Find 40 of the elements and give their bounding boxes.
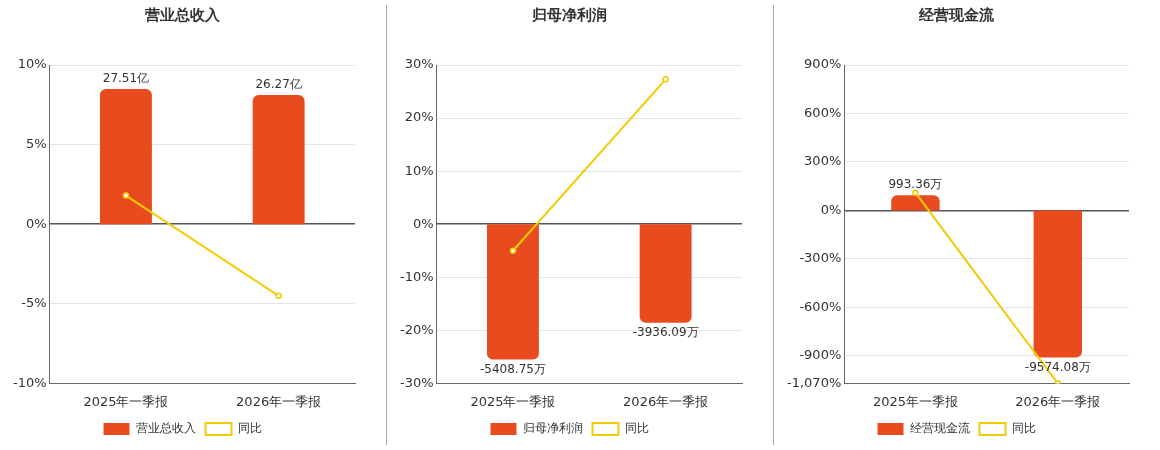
x-tick-label: 2025年一季报 <box>872 393 958 409</box>
y-tick-label: 900% <box>804 56 842 72</box>
x-tick-label: 2026年一季报 <box>236 393 322 409</box>
data-label: 27.51亿 <box>102 71 150 85</box>
x-tick-label: 2026年一季报 <box>1015 393 1101 409</box>
y-tick-label: 10% <box>404 162 434 178</box>
y-tick-label: 0% <box>25 215 47 231</box>
data-label: -5408.75万 <box>479 361 546 376</box>
data-label: 993.36万 <box>888 177 943 192</box>
y-tick-label: -10% <box>399 268 434 284</box>
y-tick-label: 30% <box>404 56 434 72</box>
legend-label: 同比 <box>624 421 649 436</box>
y-tick-label: -10% <box>12 374 47 390</box>
y-tick-label: -20% <box>399 321 434 337</box>
y-tick-label: -900% <box>799 347 842 363</box>
x-tick-label: 2026年一季报 <box>623 393 709 409</box>
legend-label: 经营现金流 <box>909 421 970 436</box>
data-label: 26.27亿 <box>255 77 302 92</box>
y-tick-label: 20% <box>404 109 434 125</box>
legend-label: 同比 <box>1011 421 1036 436</box>
chart-title: 营业总收入 <box>144 5 221 24</box>
y-tick-label: 0% <box>412 215 434 231</box>
legend-label: 营业总收入 <box>135 421 196 436</box>
legend-label: 同比 <box>237 421 262 436</box>
x-tick-label: 2025年一季报 <box>470 393 556 409</box>
data-label: -3936.09万 <box>632 324 699 339</box>
legend-label: 归母净利润 <box>522 421 583 436</box>
y-tick-label: 5% <box>25 135 47 151</box>
y-tick-label: 10% <box>17 56 47 72</box>
y-tick-label: 0% <box>820 201 842 217</box>
y-tick-label: -600% <box>799 298 842 314</box>
y-tick-label: -5% <box>21 295 47 311</box>
y-tick-label: 600% <box>804 104 842 120</box>
y-tick-label: -1,070% <box>786 374 842 390</box>
chart-title: 归母净利润 <box>531 5 607 24</box>
y-tick-label: -30% <box>399 374 434 390</box>
chart-title: 经营现金流 <box>918 5 995 24</box>
y-tick-label: 300% <box>804 153 842 169</box>
x-tick-label: 2025年一季报 <box>83 393 169 409</box>
y-tick-label: -300% <box>799 250 842 266</box>
